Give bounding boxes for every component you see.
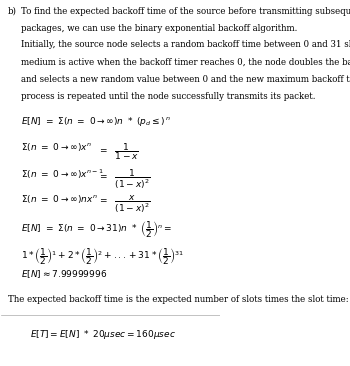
Text: b): b) <box>8 7 17 16</box>
Text: packages, we can use the binary exponential backoff algorithm.: packages, we can use the binary exponent… <box>21 24 298 33</box>
Text: $E[N] \approx 7.99999996$: $E[N] \approx 7.99999996$ <box>21 269 107 280</box>
Text: $1*\left(\dfrac{1}{2}\right)^1 + 2*\left(\dfrac{1}{2}\right)^2 + ... + 31*\left(: $1*\left(\dfrac{1}{2}\right)^1 + 2*\left… <box>21 246 184 266</box>
Text: $E[N]\ =\ \Sigma(n\ =\ 0 \rightarrow 31)n\ *\ \left(\dfrac{1}{2}\right)^n =$: $E[N]\ =\ \Sigma(n\ =\ 0 \rightarrow 31)… <box>21 220 172 240</box>
Text: $\Sigma(n\ =\ 0 \rightarrow \infty)x^n$: $\Sigma(n\ =\ 0 \rightarrow \infty)x^n$ <box>21 141 92 153</box>
Text: Initially, the source node selects a random backoff time between 0 and 31 slots.: Initially, the source node selects a ran… <box>21 40 350 49</box>
Text: $\Sigma(n\ =\ 0 \rightarrow \infty)nx^{n}$: $\Sigma(n\ =\ 0 \rightarrow \infty)nx^{n… <box>21 194 98 205</box>
Text: To find the expected backoff time of the source before transmitting subsequent: To find the expected backoff time of the… <box>21 7 350 16</box>
Text: $=\ \ \dfrac{1}{(1-x)^2}$: $=\ \ \dfrac{1}{(1-x)^2}$ <box>98 167 150 191</box>
Text: $=\ \ \dfrac{1}{1-x}$: $=\ \ \dfrac{1}{1-x}$ <box>98 141 139 162</box>
Text: process is repeated until the node successfully transmits its packet.: process is repeated until the node succe… <box>21 92 316 101</box>
Text: $\Sigma(n\ =\ 0 \rightarrow \infty)x^{n-1}$: $\Sigma(n\ =\ 0 \rightarrow \infty)x^{n-… <box>21 167 104 181</box>
Text: The expected backoff time is the expected number of slots times the slot time:: The expected backoff time is the expecte… <box>8 295 349 305</box>
Text: $E[N]\ =\ \Sigma(n\ =\ 0 \rightarrow \infty)n\ *\ (p_d \leq)^{\,n}$: $E[N]\ =\ \Sigma(n\ =\ 0 \rightarrow \in… <box>21 115 171 128</box>
Text: $E[T] = E[N]\ *\ 20\mu sec = 160\mu sec$: $E[T] = E[N]\ *\ 20\mu sec = 160\mu sec$ <box>30 328 176 341</box>
Text: medium is active when the backoff timer reaches 0, the node doubles the backoff : medium is active when the backoff timer … <box>21 57 350 66</box>
Text: and selects a new random value between 0 and the new maximum backoff time. This: and selects a new random value between 0… <box>21 75 350 84</box>
Text: $=\ \ \dfrac{x}{(1-x)^2}$: $=\ \ \dfrac{x}{(1-x)^2}$ <box>98 194 150 215</box>
